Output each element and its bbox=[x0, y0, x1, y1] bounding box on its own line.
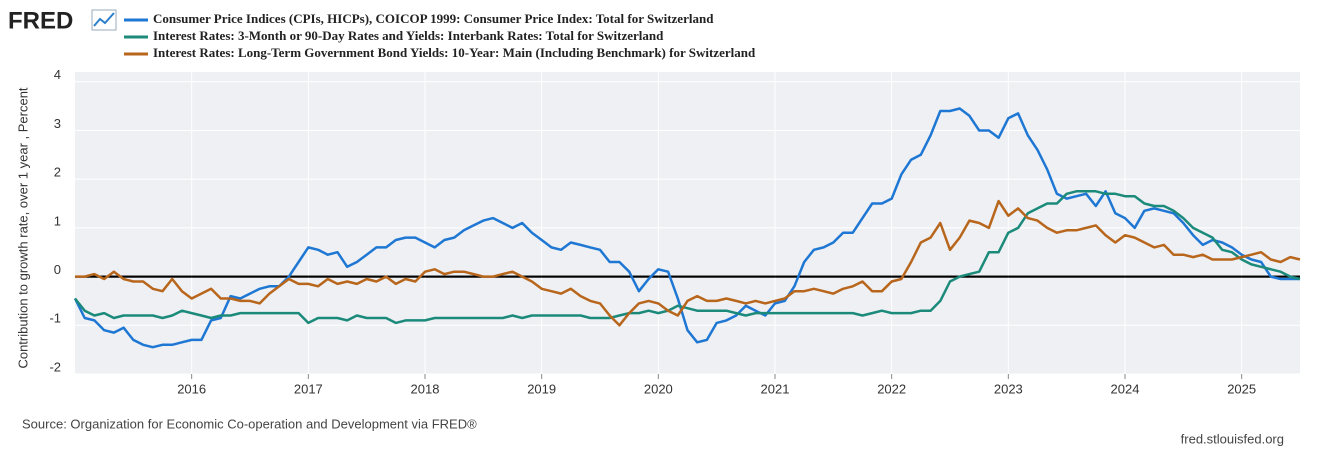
y-tick-label: -2 bbox=[49, 359, 61, 374]
x-tick-label: 2020 bbox=[644, 381, 673, 396]
y-tick-label: 0 bbox=[54, 262, 61, 277]
source: Source: Organization for Economic Co-ope… bbox=[22, 416, 477, 431]
logo-icon bbox=[91, 9, 117, 31]
x-tick-label: 2019 bbox=[527, 381, 556, 396]
legend-label: Interest Rates: Long-Term Government Bon… bbox=[153, 45, 756, 60]
y-tick-label: 4 bbox=[54, 67, 61, 82]
legend-label: Consumer Price Indices (CPIs, HICPs), CO… bbox=[153, 11, 714, 26]
y-tick-label: 3 bbox=[54, 116, 61, 131]
x-tick-label: 2022 bbox=[877, 381, 906, 396]
y-tick-label: -1 bbox=[49, 311, 61, 326]
x-tick-label: 2016 bbox=[177, 381, 206, 396]
x-tick-label: 2023 bbox=[994, 381, 1023, 396]
site: fred.stlouisfed.org bbox=[1181, 431, 1284, 446]
series-line bbox=[75, 199, 1301, 327]
y-tick-label: 1 bbox=[54, 213, 61, 228]
plot-area bbox=[75, 72, 1300, 374]
legend-label: Interest Rates: 3-Month or 90-Day Rates … bbox=[153, 28, 664, 43]
x-tick-label: 2024 bbox=[1111, 381, 1140, 396]
x-tick-label: 2018 bbox=[411, 381, 440, 396]
series-line bbox=[74, 190, 1301, 325]
logo: FRED bbox=[8, 7, 73, 34]
x-tick-label: 2021 bbox=[761, 381, 790, 396]
y-tick-label: 2 bbox=[54, 165, 61, 180]
x-tick-label: 2025 bbox=[1227, 381, 1256, 396]
y-axis-label: Contribution to growth rate, over 1 year… bbox=[15, 87, 30, 368]
x-tick-label: 2017 bbox=[294, 381, 323, 396]
